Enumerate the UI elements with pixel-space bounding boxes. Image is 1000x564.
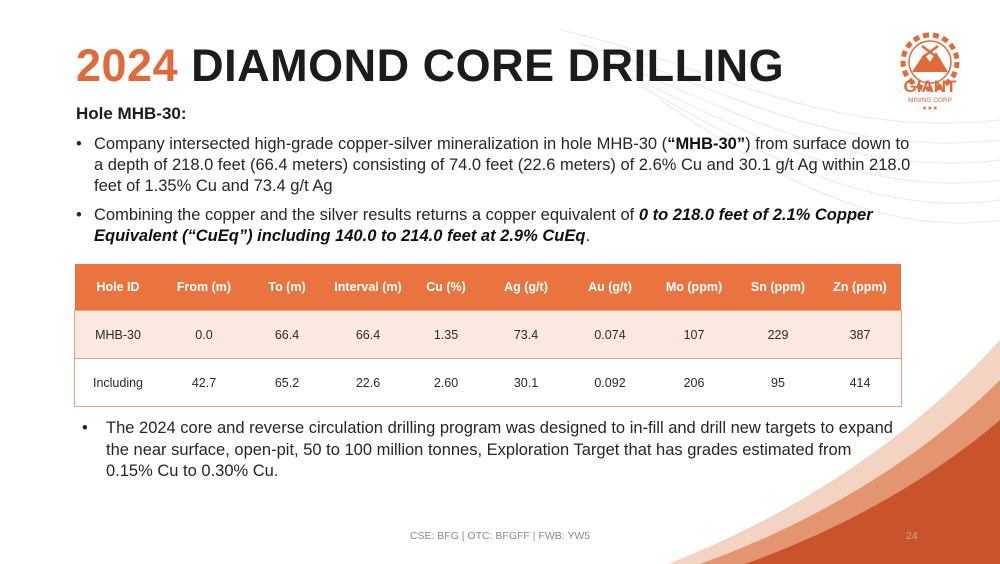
col-ag: Ag (g/t) (483, 264, 569, 311)
table-row: MHB-30 0.0 66.4 66.4 1.35 73.4 0.074 107… (75, 310, 901, 359)
table-cell: 229 (737, 310, 819, 359)
col-zn: Zn (ppm) (819, 264, 901, 311)
col-sn: Sn (ppm) (737, 264, 819, 311)
bullet-dot: • (76, 135, 82, 153)
bullet-dot: • (76, 206, 82, 224)
col-from: From (m) (161, 264, 247, 311)
table-cell: Including (75, 358, 161, 406)
table-cell: 66.4 (327, 310, 409, 359)
col-hole-id: Hole ID (75, 264, 161, 311)
logo-wordmark: GIANT (904, 77, 958, 96)
page-number: 24 (906, 530, 918, 542)
table-cell: 66.4 (247, 310, 327, 359)
logo-subtext: MINING CORP (908, 97, 952, 104)
table-cell: 30.1 (483, 358, 569, 406)
table-cell: 73.4 (483, 310, 569, 359)
title-year: 2024 (76, 40, 179, 91)
table-header-row: Hole ID From (m) To (m) Interval (m) Cu … (75, 264, 901, 311)
hole-subtitle: Hole MHB-30: (76, 104, 187, 123)
table-cell: 387 (819, 310, 901, 359)
bullet-item: • The 2024 core and reverse circulation … (82, 419, 893, 480)
table-cell: 2.60 (409, 358, 483, 406)
page-title: 2024 DIAMOND CORE DRILLING (76, 40, 784, 92)
col-au: Au (g/t) (569, 264, 651, 311)
bottom-bullet-list: • The 2024 core and reverse circulation … (76, 418, 896, 483)
col-cu: Cu (%) (409, 264, 483, 311)
hole-name-bold: “MHB-30” (667, 135, 746, 153)
giant-mining-logo: GIANT MINING CORP ★★★ (900, 32, 960, 112)
table-cell: 414 (819, 358, 901, 406)
table-cell: 95 (737, 358, 819, 406)
col-interval: Interval (m) (327, 264, 409, 311)
table-cell: 107 (651, 310, 737, 359)
bullet-item: • Combining the copper and the silver re… (76, 206, 873, 245)
col-mo: Mo (ppm) (651, 264, 737, 311)
col-to: To (m) (247, 264, 327, 311)
assay-table: Hole ID From (m) To (m) Interval (m) Cu … (74, 264, 902, 407)
bullet-item: • Company intersected high-grade copper-… (76, 135, 911, 195)
bullet-dot: • (82, 419, 88, 437)
table-cell: 65.2 (247, 358, 327, 406)
cueq-highlight: 0 to 218.0 feet of 2.1% Copper Equivalen… (94, 206, 873, 245)
bullet-list: • Company intersected high-grade copper-… (76, 134, 916, 255)
table-cell: 206 (651, 358, 737, 406)
table-cell: 0.092 (569, 358, 651, 406)
svg-text:★★★: ★★★ (922, 105, 938, 112)
footer-tickers: CSE: BFG | OTC: BFGFF | FWB: YW5 (409, 530, 591, 542)
title-text: DIAMOND CORE DRILLING (191, 40, 785, 91)
table-cell: MHB-30 (75, 310, 161, 359)
table-cell: 0.074 (569, 310, 651, 359)
table-cell: 42.7 (161, 358, 247, 406)
table-cell: 0.0 (161, 310, 247, 359)
table-cell: 1.35 (409, 310, 483, 359)
table-cell: 22.6 (327, 358, 409, 406)
table-row: Including 42.7 65.2 22.6 2.60 30.1 0.092… (75, 358, 901, 406)
